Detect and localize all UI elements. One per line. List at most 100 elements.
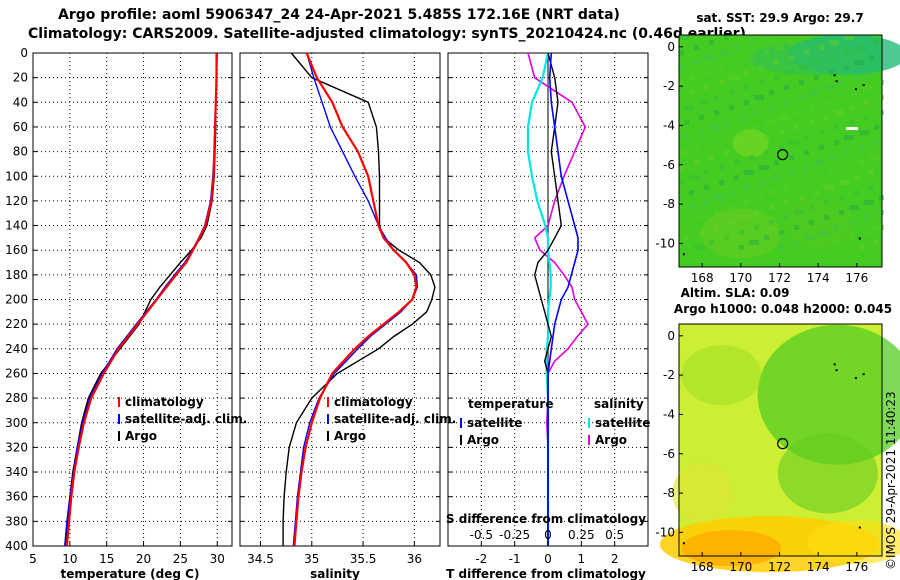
map-cell: [759, 180, 764, 185]
map-cell: [734, 60, 739, 65]
depth-tick-label: 120: [5, 194, 28, 208]
map-cell: [834, 225, 839, 230]
map-cell: [709, 125, 714, 130]
map-cell: [799, 210, 804, 215]
island: [682, 542, 685, 545]
map-cell: [834, 40, 839, 45]
argo-location-marker: [777, 149, 789, 161]
map-cell: [744, 200, 749, 205]
map-cell: [724, 150, 729, 155]
map-cell: [784, 100, 789, 105]
map-cell: [689, 190, 694, 195]
map-cell: [799, 65, 804, 70]
depth-tick-label: 280: [5, 391, 28, 405]
legend-title-temperature: temperature: [468, 397, 553, 411]
map-x-tick-label: 170: [729, 560, 752, 574]
map-cell: [764, 120, 769, 125]
map-y-tick-label: -6: [663, 447, 675, 461]
map-field-patch: [783, 198, 854, 249]
depth-tick-label: 80: [13, 145, 28, 159]
map-cell: [849, 120, 854, 125]
map-cell: [699, 230, 704, 235]
map-cell: [714, 95, 719, 100]
map-cell: [854, 205, 859, 210]
map-cell: [774, 175, 779, 180]
map-cell: [824, 230, 829, 235]
map-cell: [844, 65, 849, 70]
map-cell: [769, 105, 774, 110]
map-cell: [709, 55, 714, 60]
island: [862, 373, 865, 376]
map-cell: [789, 40, 794, 45]
depth-tick-label: 260: [5, 366, 28, 380]
map-cell: [829, 185, 834, 190]
x-axis-label: T difference from climatology: [446, 567, 646, 580]
depth-tick-label: 240: [5, 342, 28, 356]
map-cell: [744, 185, 749, 190]
map-cell: [849, 105, 854, 110]
top-tick-label: 0.25: [568, 528, 595, 542]
map-y-tick-label: -4: [663, 118, 675, 132]
map-cell: [869, 155, 874, 160]
depth-tick-label: 100: [5, 169, 28, 183]
header-line2: Climatology: CARS2009. Satellite-adjuste…: [28, 26, 746, 42]
map-cell: [829, 170, 834, 175]
x-axis-label: salinity: [310, 567, 360, 580]
map-cell: [749, 170, 754, 175]
map-cell: [874, 240, 879, 245]
map-cell: [684, 150, 689, 155]
map-cell: [869, 55, 874, 60]
map-cell: [694, 175, 699, 180]
map-cell: [694, 45, 699, 50]
map-cell: [754, 210, 759, 215]
map-cell: [804, 35, 809, 40]
map-cell: [804, 65, 809, 70]
island: [854, 88, 857, 91]
top-tick-label: -0.25: [499, 528, 530, 542]
map-cell: [689, 90, 694, 95]
top-tick-label: 0: [544, 528, 552, 542]
map-x-tick-label: 176: [845, 271, 868, 285]
map-cell: [819, 45, 824, 50]
map-x-tick-label: 172: [768, 560, 791, 574]
map-cell: [679, 150, 684, 155]
map-cell: [794, 110, 799, 115]
depth-tick-label: 360: [5, 490, 28, 504]
map-y-tick-label: -4: [663, 407, 675, 421]
map-cell: [724, 50, 729, 55]
map-cell: [679, 50, 684, 55]
map-cell: [739, 130, 744, 135]
map-field-patch: [757, 324, 900, 465]
island: [835, 80, 838, 83]
map-cell: [774, 160, 779, 165]
map-cell: [859, 160, 864, 165]
map-cell: [704, 185, 709, 190]
map-cell: [839, 80, 844, 85]
x-tick-label: 30: [210, 552, 225, 566]
map-cell: [704, 200, 709, 205]
map-cell: [809, 105, 814, 110]
map-cell: [849, 235, 854, 240]
map-cell: [854, 90, 859, 95]
map-cell: [719, 50, 724, 55]
map-cell: [699, 215, 704, 220]
map-cell: [854, 190, 859, 195]
map-cell: [719, 195, 724, 200]
map-cell: [814, 190, 819, 195]
map-cell: [864, 215, 869, 220]
map-cell: [734, 175, 739, 180]
island: [858, 237, 861, 240]
map-cell: [854, 75, 859, 80]
x-axis-label: temperature (deg C): [61, 567, 200, 580]
depth-tick-label: 200: [5, 293, 28, 307]
map-cell: [844, 135, 849, 140]
map-cell: [789, 170, 794, 175]
island: [682, 253, 685, 256]
map-cell: [739, 230, 744, 235]
map-x-tick-label: 168: [691, 271, 714, 285]
map-cell: [744, 70, 749, 75]
map-cell: [814, 175, 819, 180]
map-cell: [794, 210, 799, 215]
map-white-mark: [846, 127, 858, 130]
map-cell: [804, 150, 809, 155]
